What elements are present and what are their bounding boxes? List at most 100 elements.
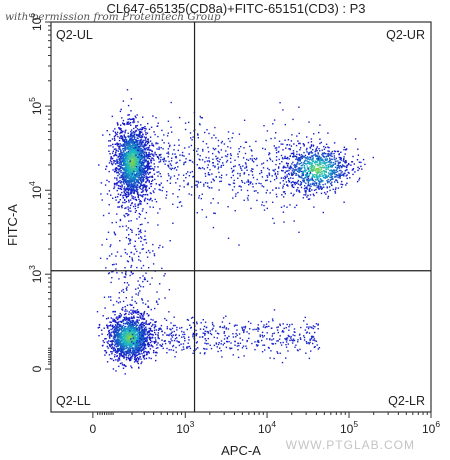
event-point [328, 160, 330, 163]
event-point [232, 174, 234, 177]
event-point [314, 331, 316, 334]
event-point [299, 160, 301, 162]
event-point [118, 145, 120, 147]
event-point [122, 119, 125, 122]
event-point [119, 320, 121, 323]
event-point [303, 160, 306, 163]
event-point [352, 155, 354, 158]
event-point [243, 199, 245, 201]
event-point [318, 155, 320, 157]
event-point [146, 168, 149, 170]
event-point [327, 178, 329, 181]
event-point [111, 328, 114, 330]
event-point [306, 174, 308, 177]
event-point [120, 161, 122, 164]
event-point [144, 155, 146, 157]
event-point [290, 168, 292, 170]
event-point [149, 171, 151, 174]
event-point [214, 165, 216, 167]
event-point [119, 132, 121, 135]
event-point [115, 327, 118, 330]
event-point [159, 160, 162, 163]
event-point [153, 173, 156, 175]
event-point [121, 145, 124, 147]
event-point [331, 181, 333, 183]
event-point [106, 179, 108, 182]
event-point [294, 155, 297, 157]
event-point [130, 155, 132, 157]
event-point [128, 347, 130, 350]
event-point [108, 162, 111, 164]
event-point [150, 185, 152, 188]
event-point [177, 196, 179, 198]
event-point [122, 159, 125, 161]
event-point [126, 323, 129, 326]
event-point [302, 179, 304, 182]
event-point [189, 159, 192, 162]
event-point [123, 354, 125, 356]
event-point [130, 187, 133, 190]
event-point [129, 149, 132, 151]
event-point [151, 200, 153, 202]
event-point [321, 162, 324, 164]
event-point [326, 180, 328, 182]
event-point [155, 359, 157, 362]
event-point [146, 163, 149, 165]
event-point [111, 152, 114, 154]
event-point [197, 133, 199, 135]
event-point [104, 354, 106, 356]
event-point [287, 179, 290, 182]
event-point [269, 338, 271, 340]
event-point [138, 338, 140, 340]
event-point [117, 162, 119, 165]
event-point [170, 164, 173, 167]
event-point [143, 185, 145, 187]
event-point [128, 118, 131, 120]
event-point [116, 345, 118, 348]
event-point [113, 338, 115, 341]
event-point [331, 150, 333, 153]
event-point [362, 158, 365, 161]
event-point [201, 117, 203, 119]
event-point [306, 188, 308, 190]
event-point [154, 153, 156, 155]
event-point [117, 135, 119, 138]
event-point [114, 134, 117, 137]
event-point [293, 193, 295, 196]
event-point [292, 118, 294, 121]
event-point [135, 310, 137, 312]
event-point [129, 348, 132, 350]
event-point [127, 343, 129, 345]
event-point [275, 132, 277, 134]
event-point [323, 156, 325, 158]
event-point [127, 169, 129, 171]
event-point [137, 121, 139, 123]
event-point [360, 161, 362, 164]
event-point [130, 110, 132, 112]
event-point [333, 170, 335, 172]
event-point [295, 165, 297, 168]
event-point [146, 178, 148, 180]
event-point [130, 331, 132, 333]
event-point [123, 178, 126, 180]
event-point [124, 365, 127, 367]
event-point [128, 158, 130, 161]
event-point [149, 341, 152, 344]
event-point [304, 169, 307, 171]
event-point [113, 137, 116, 140]
event-point [98, 164, 100, 166]
event-point [225, 174, 228, 176]
event-point [320, 192, 323, 195]
event-point [132, 131, 135, 133]
event-point [294, 172, 296, 174]
event-point [327, 197, 329, 199]
event-point [322, 176, 325, 179]
event-point [128, 201, 130, 203]
event-point [229, 184, 231, 186]
event-point [310, 150, 312, 153]
event-point [134, 328, 136, 330]
event-point [131, 335, 133, 337]
event-point [141, 141, 143, 144]
event-point [246, 189, 249, 192]
event-point [146, 185, 148, 187]
